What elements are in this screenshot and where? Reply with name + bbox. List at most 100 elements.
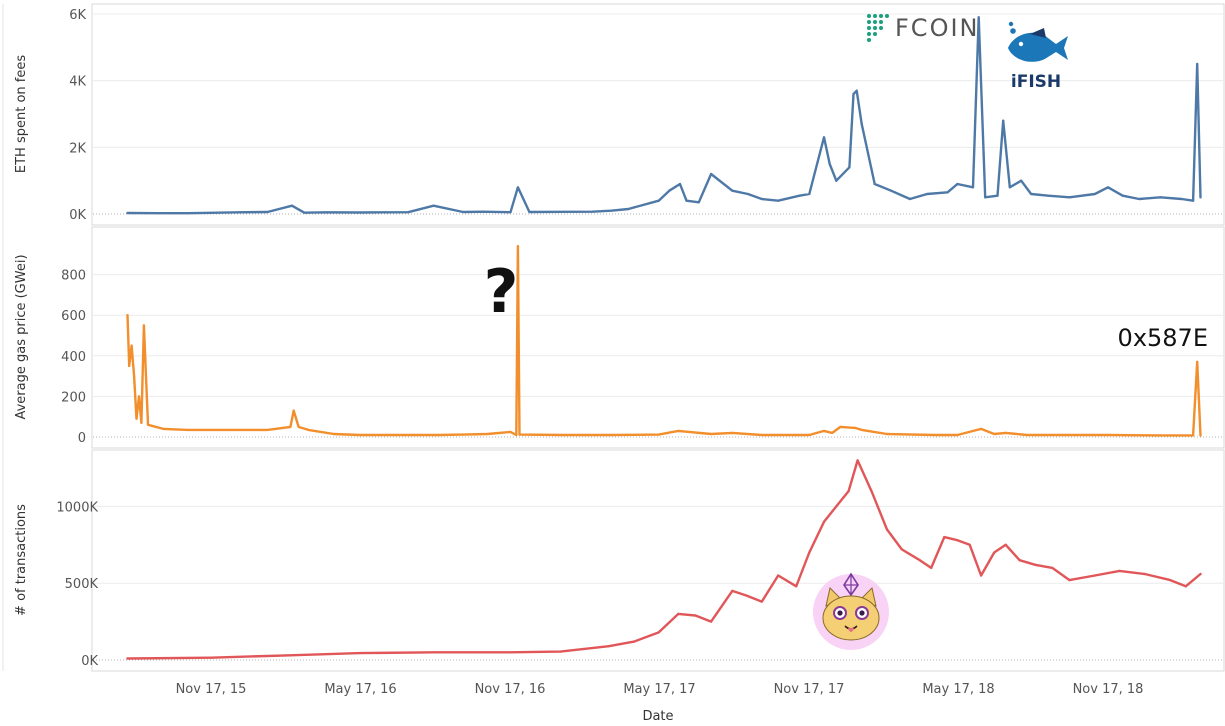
fees-data-point [678,182,682,186]
tx-data-point [1018,559,1021,562]
fees-data-point [236,211,240,214]
fees-data-point [324,211,327,214]
tx-data-point [847,490,850,493]
gas-data-point [135,417,138,420]
gas-ytick-label: 0 [78,431,86,446]
fees-data-point [760,197,763,201]
x-tick-label: May 17, 18 [922,682,994,697]
fish-icon [1008,32,1068,62]
cryptokitty-mascot [813,572,889,650]
fees-ytick-label: 2K [69,141,86,156]
fees-data-point [1159,196,1162,199]
address-annotation: 0x587E [1118,324,1208,352]
fees-data-point [798,194,801,197]
gas-data-point [516,245,520,248]
fees-data-point [528,210,531,214]
gas-data-point [358,433,362,437]
gas-data-point [1025,433,1029,437]
tx-data-point [633,640,636,643]
tx-data-point [1034,563,1037,566]
gas-data-point [142,324,145,327]
tx-data-point [559,650,562,653]
gas-data-point [731,431,734,434]
fcoin-logo: FCOIN [867,14,977,42]
gas-data-point [808,433,811,437]
fees-ytick-label: 4K [69,75,86,90]
fees-data-point [509,211,512,214]
tx-data-point [694,614,697,617]
x-tick-label: May 17, 17 [623,682,695,697]
gas-data-point [677,429,680,432]
series-layer [126,16,1202,660]
fees-data-point [1199,196,1202,199]
fees-data-point [1047,194,1050,197]
gas-data-point [993,432,996,436]
tx-data-point [1068,579,1071,582]
gas-data-point [1004,431,1007,434]
fees-data-point [610,209,613,212]
tx-data-point [835,505,838,508]
tx-ylabel: # of transactions [14,504,29,616]
x-tick-label: Nov 17, 18 [1073,682,1144,697]
fees-data-point [432,204,435,207]
tx-data-point [968,543,971,546]
tx-data-point [126,657,129,660]
fees-data-point [746,192,750,196]
panel-frames [2,3,1225,672]
gas-data-point [1192,434,1195,437]
fees-data-point [1106,186,1110,189]
fcoin-dots-icon [867,14,889,42]
gas-data-point [128,364,131,367]
fees-data-point [1121,194,1124,197]
tx-data-point [731,589,734,593]
fees-data-point [710,172,713,176]
fees-data-point [890,189,893,192]
tx-data-point [1169,579,1172,582]
fees-data-point [873,182,876,186]
fees-data-point [290,204,294,207]
gas-data-point [266,428,269,431]
tx-data-point [993,551,996,554]
gas-data-point [289,425,292,428]
fees-data-point [855,89,858,92]
gas-data-point [854,426,857,429]
fees-data-point [848,166,851,169]
tx-data-point [677,612,680,616]
gas-data-point [956,433,959,437]
fees-data-point [1093,192,1096,196]
fees-data-point [835,179,838,182]
fees-data-point [1020,179,1023,182]
ifish-wordmark: iFISH [1011,72,1061,92]
gas-data-point [162,427,165,430]
fees-data-point [482,210,485,213]
fees-data-point [685,199,688,202]
tx-data-point [795,585,798,588]
fees-data-point [1138,197,1141,201]
fees-data-point [828,162,831,166]
gas-ytick-label: 200 [61,390,86,405]
gas-data-point [1199,434,1202,437]
fees-data-point [303,211,306,214]
fees-data-point [266,210,269,214]
fees-data-point [977,16,980,19]
gas-data-point [822,429,826,432]
gas-data-point [657,433,660,436]
gas-ytick-label: 400 [61,350,86,365]
gas-data-point [130,344,133,347]
fees-data-point [384,211,387,214]
grid-layer [93,13,1223,661]
fees-data-point [187,212,190,215]
gas-data-point [146,423,150,426]
gas-data-point [839,425,842,428]
fees-data-point [697,201,700,204]
fees-data-point [731,189,734,192]
tx-ytick-label: 500K [65,577,99,592]
tx-data-point [808,551,811,554]
fees-data-point [1180,197,1183,201]
tx-data-point [900,548,903,551]
fees-ylabel: ETH spent on fees [14,55,29,173]
x-tick-label: Nov 17, 16 [475,682,546,697]
fees-data-point [956,182,959,186]
gas-data-point [980,427,983,430]
